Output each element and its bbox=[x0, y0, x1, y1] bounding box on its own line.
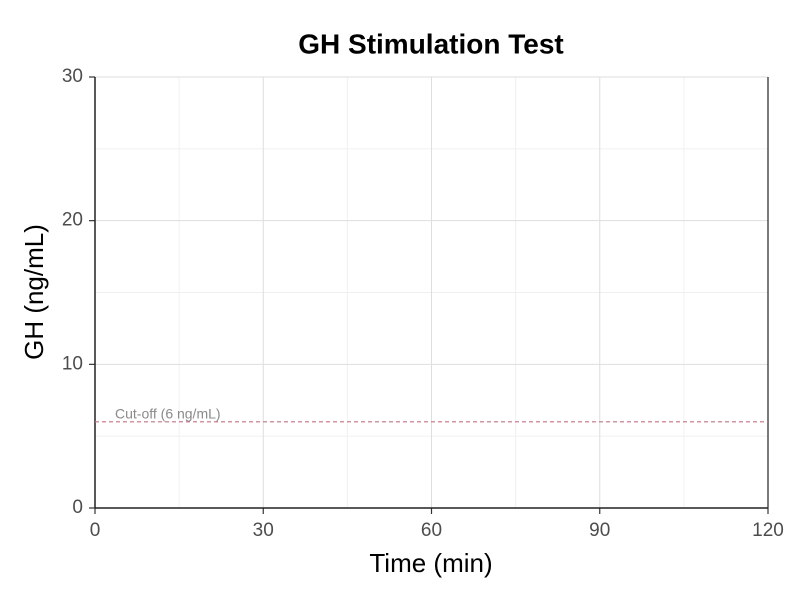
reference-label: Cut-off (6 ng/mL) bbox=[115, 406, 221, 422]
y-axis-label: GH (ng/mL) bbox=[19, 224, 49, 360]
x-tick-label: 60 bbox=[421, 520, 442, 541]
x-tick-label: 120 bbox=[752, 520, 784, 541]
x-tick-label: 30 bbox=[253, 520, 274, 541]
y-tick-label: 0 bbox=[72, 497, 83, 518]
y-tick-label: 10 bbox=[62, 353, 83, 374]
x-tick-label: 90 bbox=[589, 520, 610, 541]
y-tick-label: 20 bbox=[62, 210, 83, 231]
chart-title: GH Stimulation Test bbox=[298, 28, 564, 59]
x-axis-label: Time (min) bbox=[369, 548, 492, 578]
y-tick-label: 30 bbox=[62, 66, 83, 87]
x-tick-label: 0 bbox=[90, 520, 101, 541]
